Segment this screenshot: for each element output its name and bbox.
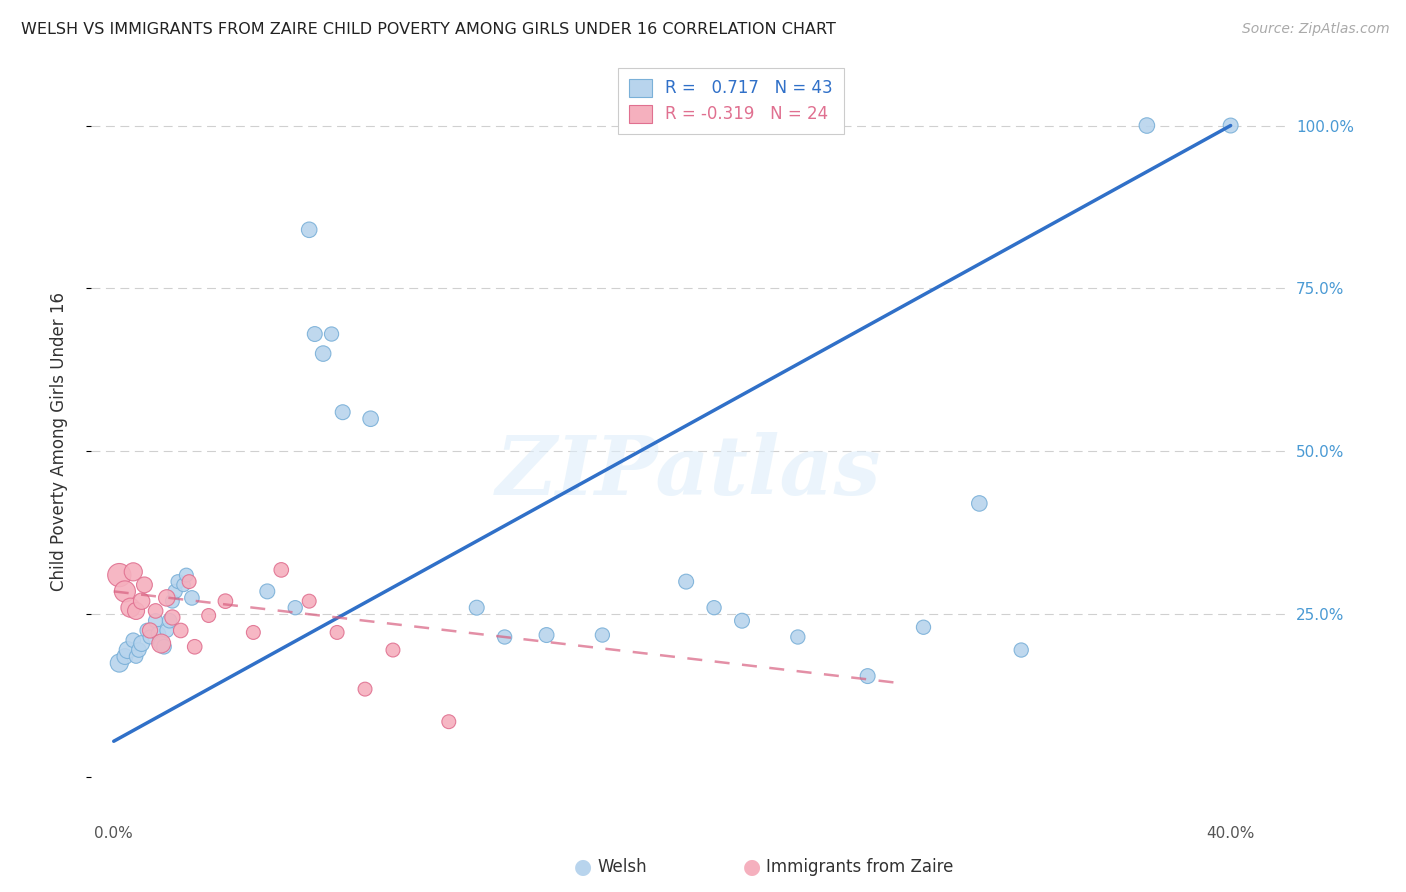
- Point: [156, 591, 179, 605]
- Text: Source: ZipAtlas.com: Source: ZipAtlas.com: [1241, 22, 1389, 37]
- Point: [298, 594, 321, 608]
- Point: [170, 624, 193, 638]
- Point: [270, 563, 292, 577]
- Point: [1136, 119, 1159, 133]
- Point: [128, 643, 150, 657]
- Point: [122, 633, 145, 648]
- Point: [180, 591, 202, 605]
- Point: [494, 630, 516, 644]
- Point: [167, 574, 190, 589]
- Point: [131, 594, 153, 608]
- Point: [139, 624, 162, 638]
- Point: [117, 643, 139, 657]
- Point: [173, 578, 195, 592]
- Point: [298, 223, 321, 237]
- Point: [321, 326, 343, 341]
- Point: [786, 630, 808, 644]
- Text: ●: ●: [744, 857, 761, 877]
- Point: [284, 600, 307, 615]
- Point: [354, 682, 377, 697]
- Point: [139, 630, 162, 644]
- Point: [131, 636, 153, 650]
- Point: [108, 568, 131, 582]
- Point: [197, 608, 219, 623]
- Point: [912, 620, 935, 634]
- Point: [360, 411, 382, 425]
- Point: [122, 565, 145, 579]
- Point: [675, 574, 697, 589]
- Point: [150, 636, 173, 650]
- Point: [1219, 119, 1241, 133]
- Point: [145, 614, 167, 628]
- Point: [153, 640, 176, 654]
- Text: ●: ●: [575, 857, 592, 877]
- Point: [159, 614, 181, 628]
- Y-axis label: Child Poverty Among Girls Under 16: Child Poverty Among Girls Under 16: [49, 292, 67, 591]
- Text: Welsh: Welsh: [598, 858, 647, 876]
- Point: [969, 496, 991, 510]
- Point: [591, 628, 613, 642]
- Point: [332, 405, 354, 419]
- Point: [125, 649, 148, 664]
- Legend: R =   0.717   N = 43, R = -0.319   N = 24: R = 0.717 N = 43, R = -0.319 N = 24: [617, 68, 844, 134]
- Point: [179, 574, 201, 589]
- Point: [114, 584, 136, 599]
- Point: [242, 625, 264, 640]
- Text: WELSH VS IMMIGRANTS FROM ZAIRE CHILD POVERTY AMONG GIRLS UNDER 16 CORRELATION CH: WELSH VS IMMIGRANTS FROM ZAIRE CHILD POV…: [21, 22, 837, 37]
- Point: [136, 624, 159, 638]
- Point: [120, 600, 142, 615]
- Point: [256, 584, 278, 599]
- Point: [125, 604, 148, 618]
- Point: [148, 626, 170, 640]
- Point: [150, 636, 173, 650]
- Point: [312, 346, 335, 360]
- Point: [176, 568, 198, 582]
- Point: [214, 594, 236, 608]
- Point: [114, 649, 136, 664]
- Point: [134, 578, 156, 592]
- Point: [183, 640, 205, 654]
- Point: [162, 594, 184, 608]
- Point: [465, 600, 488, 615]
- Text: Immigrants from Zaire: Immigrants from Zaire: [766, 858, 953, 876]
- Point: [326, 625, 349, 640]
- Point: [731, 614, 754, 628]
- Point: [304, 326, 326, 341]
- Point: [381, 643, 404, 657]
- Text: ZIPatlas: ZIPatlas: [496, 432, 882, 511]
- Point: [162, 610, 184, 624]
- Point: [703, 600, 725, 615]
- Point: [156, 624, 179, 638]
- Point: [165, 584, 187, 599]
- Point: [437, 714, 460, 729]
- Point: [1010, 643, 1032, 657]
- Point: [536, 628, 558, 642]
- Point: [145, 604, 167, 618]
- Point: [856, 669, 879, 683]
- Point: [108, 656, 131, 670]
